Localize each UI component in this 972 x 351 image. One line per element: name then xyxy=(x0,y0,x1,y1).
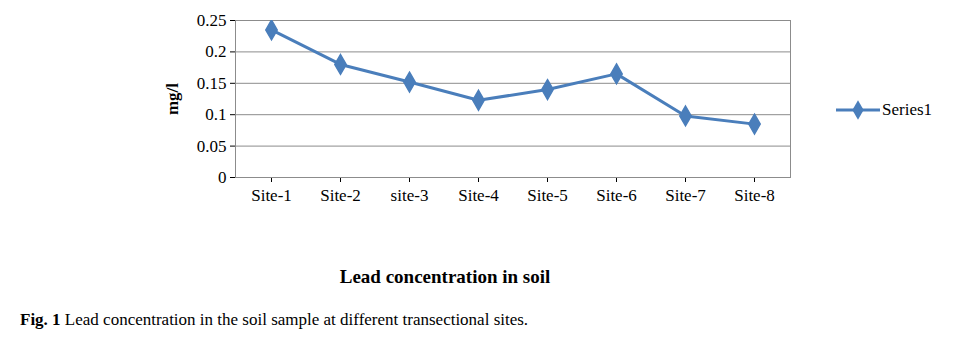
html-text:Fig. 1 Lead concentration in t: Fig. 1 Lead concentration in the soil sa… xyxy=(20,310,529,329)
svg-text:0.1: 0.1 xyxy=(205,105,226,124)
svg-text:Site-5: Site-5 xyxy=(527,186,568,205)
svg-text:Site-8: Site-8 xyxy=(734,186,775,205)
svg-text:Site-2: Site-2 xyxy=(320,186,361,205)
svg-text:0: 0 xyxy=(218,168,227,187)
svg-text:site-3: site-3 xyxy=(391,186,429,205)
svg-text:Site-1: Site-1 xyxy=(251,186,292,205)
svg-text:mg/l: mg/l xyxy=(163,83,182,115)
svg-text:Site-6: Site-6 xyxy=(596,186,637,205)
svg-text:0.2: 0.2 xyxy=(205,42,226,61)
svg-text:0.05: 0.05 xyxy=(197,137,227,156)
html-text:Lead concentration in soil: Lead concentration in soil xyxy=(339,266,551,287)
svg-text:Site-7: Site-7 xyxy=(665,186,706,205)
html-text:Series1: Series1 xyxy=(882,100,932,119)
svg-text:0.15: 0.15 xyxy=(197,74,227,93)
svg-text:Site-4: Site-4 xyxy=(458,186,499,205)
svg-text:0.25: 0.25 xyxy=(197,11,227,30)
